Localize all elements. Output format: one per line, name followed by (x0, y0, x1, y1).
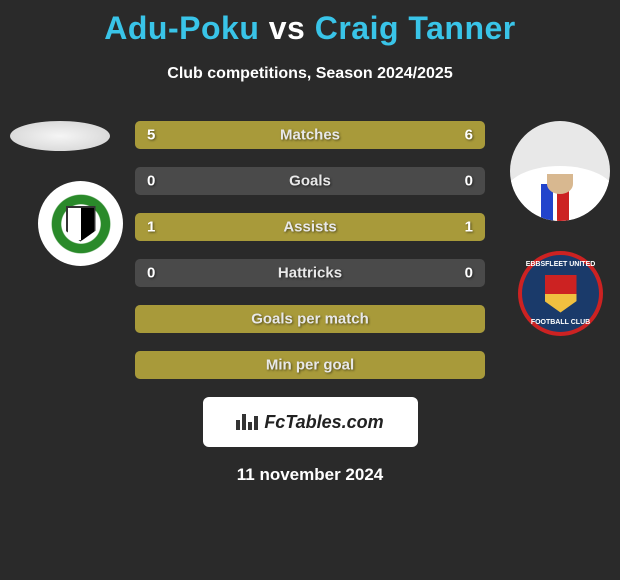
player1-column (10, 121, 123, 266)
subtitle: Club competitions, Season 2024/2025 (0, 65, 620, 83)
stat-label: Goals per match (135, 311, 485, 328)
stat-row: Assists1 1 (135, 213, 485, 241)
stat-row: Goals per match (135, 305, 485, 333)
stat-value-left: 0 (147, 173, 155, 190)
stat-label: Min per goal (135, 357, 485, 374)
stat-label: Hattricks (135, 265, 485, 282)
player1-club-badge (38, 181, 123, 266)
stat-label: Assists (135, 219, 485, 236)
player2-name: Craig Tanner (315, 10, 516, 46)
player1-name: Adu-Poku (104, 10, 259, 46)
stat-value-left: 0 (147, 265, 155, 282)
player1-avatar (10, 121, 110, 151)
stat-label: Matches (135, 127, 485, 144)
player2-avatar (510, 121, 610, 221)
stat-value-right: 0 (465, 173, 473, 190)
brand-text: FcTables.com (264, 412, 383, 433)
player2-club-badge: EBBSFLEET UNITED FOOTBALL CLUB (518, 251, 603, 336)
stat-label: Goals (135, 173, 485, 190)
club2-text-top: EBBSFLEET UNITED (526, 261, 596, 268)
stat-row: Min per goal (135, 351, 485, 379)
stat-value-right: 6 (465, 127, 473, 144)
club2-text-bot: FOOTBALL CLUB (531, 319, 590, 326)
stat-value-left: 5 (147, 127, 155, 144)
comparison-title: Adu-Poku vs Craig Tanner (0, 0, 620, 47)
stat-bars: Matches56Goals00Assists11Hattricks00Goal… (135, 121, 485, 379)
stat-value-left: 1 (147, 219, 155, 236)
stat-value-right: 0 (465, 265, 473, 282)
brand-footer[interactable]: FcTables.com (203, 397, 418, 447)
vs-text: vs (269, 10, 306, 46)
bar-chart-icon (236, 414, 258, 430)
stat-value-right: 1 (465, 219, 473, 236)
stat-row: Hattricks0 0 (135, 259, 485, 287)
player2-column: EBBSFLEET UNITED FOOTBALL CLUB (510, 121, 610, 336)
date-text: 11 november 2024 (0, 465, 620, 485)
stat-row: Matches5 6 (135, 121, 485, 149)
stat-row: Goals0 0 (135, 167, 485, 195)
content-area: EBBSFLEET UNITED FOOTBALL CLUB Matches5 6… (0, 121, 620, 485)
